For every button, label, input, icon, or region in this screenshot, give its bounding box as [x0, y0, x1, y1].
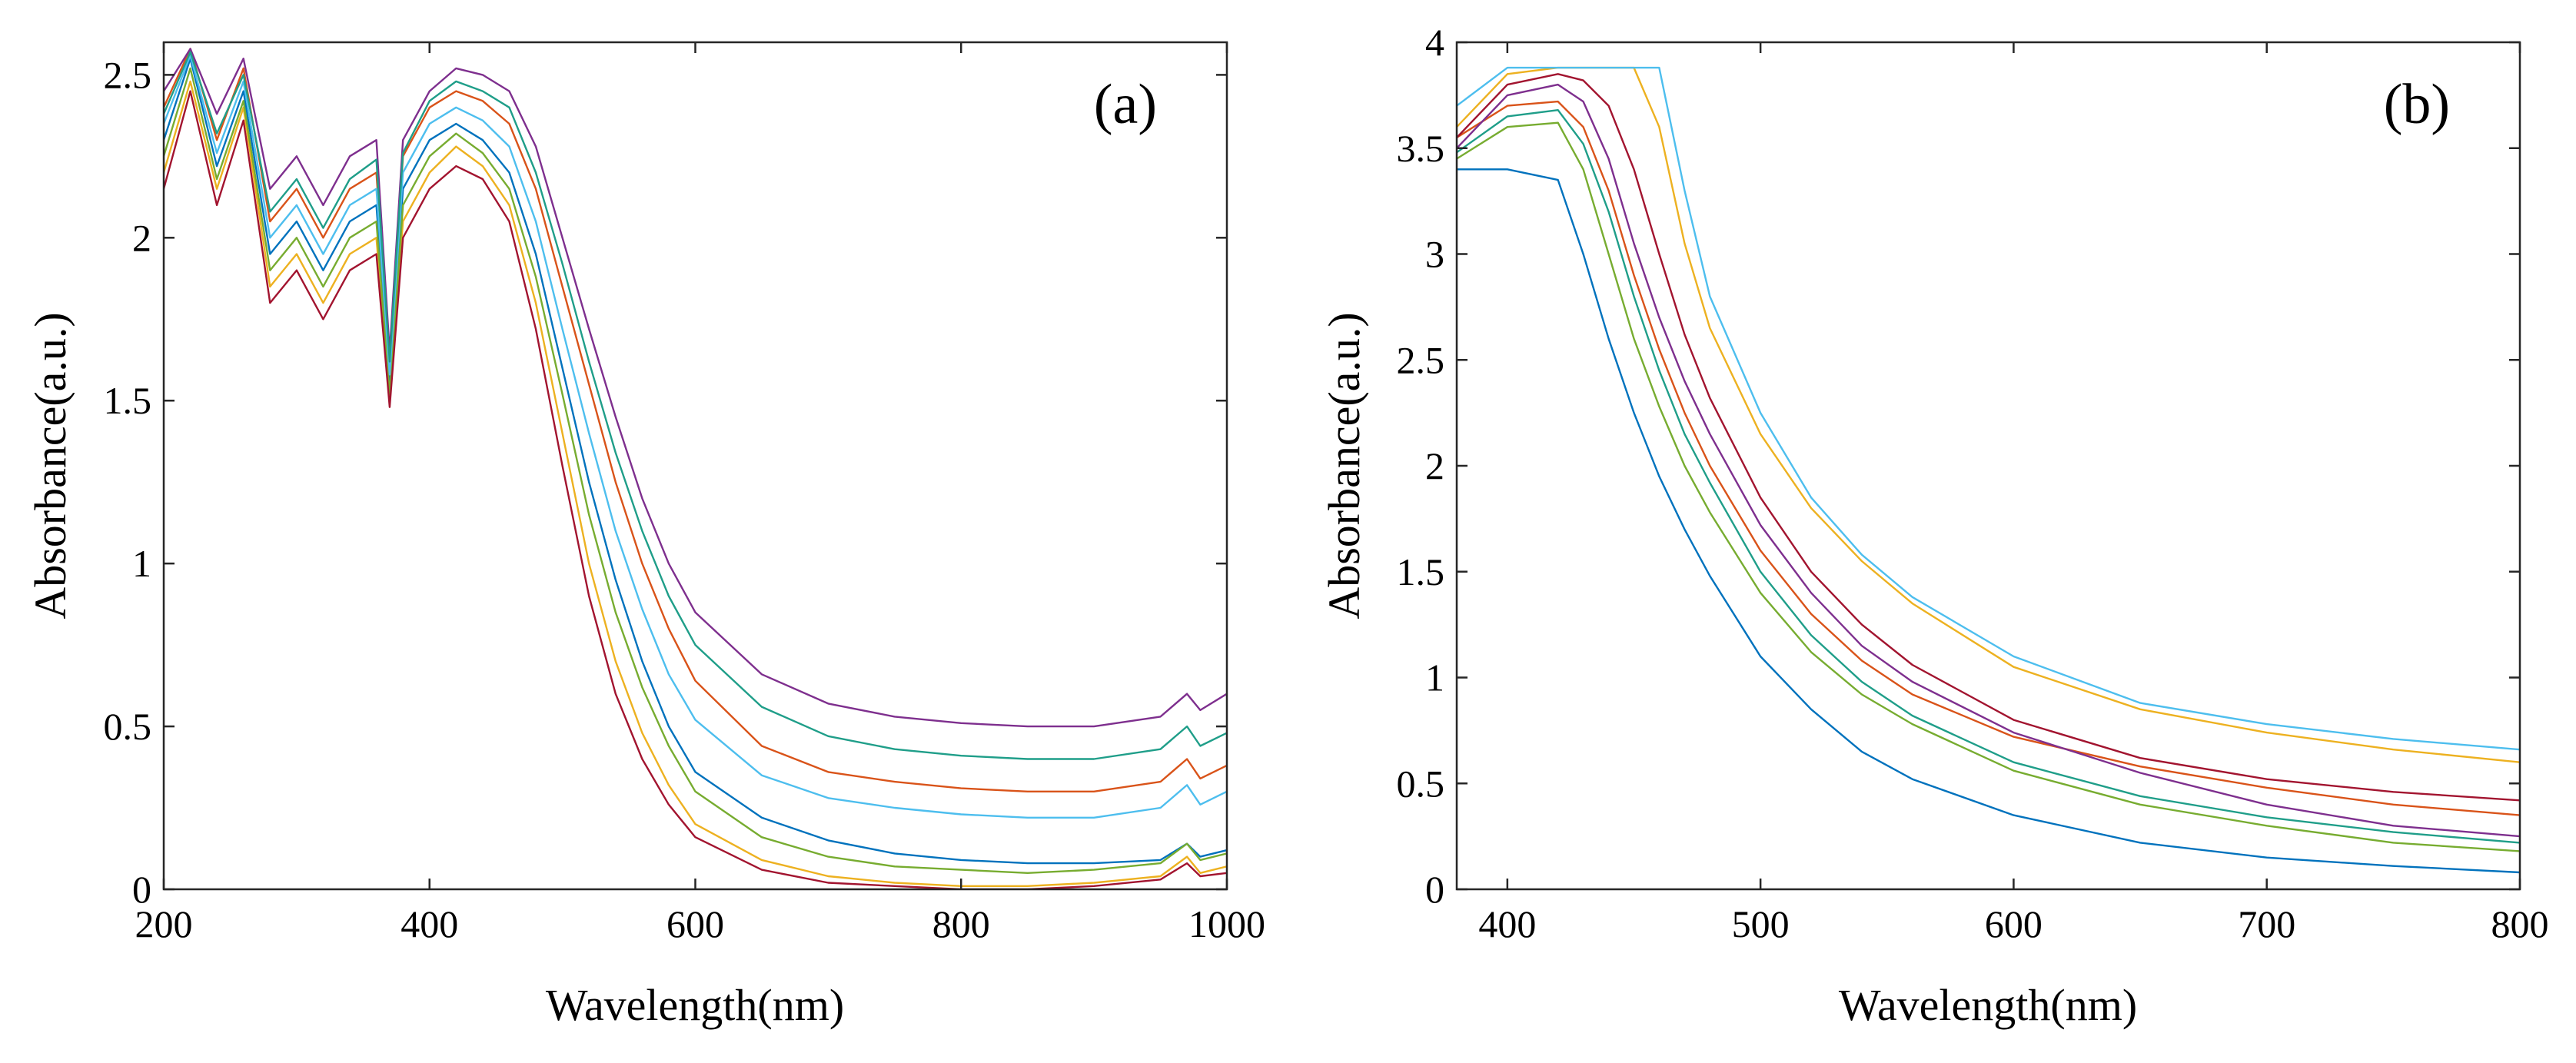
series-line-a-6 [164, 54, 1227, 819]
y-tick-label-b: 3.5 [1397, 127, 1445, 170]
y-tick-label-a: 0.5 [104, 705, 152, 748]
panel-a: 200 400 600 800 1000 0 0.5 1 1.5 2 2.5 (a) Wavelen… [25, 41, 1265, 1030]
y-axis-title-b: Absorbance(a.u.) [1319, 312, 1369, 619]
plot-area-b [1457, 66, 2520, 874]
y-tick-label-a: 2 [132, 216, 151, 259]
y-tick-label-a: 1.5 [104, 379, 152, 422]
series-line-a-4 [164, 48, 1227, 728]
x-tick-label-a: 400 [401, 902, 458, 945]
series-line-b-5 [1457, 121, 2520, 852]
x-tick-label-a: 1000 [1188, 902, 1265, 945]
y-tick-label-b: 2.5 [1397, 338, 1445, 381]
x-tick-label-b: 600 [1985, 902, 2043, 945]
x-tick-label-a: 200 [135, 902, 193, 945]
y-tick-label-b: 0.5 [1397, 762, 1445, 805]
series-line-a-5 [164, 67, 1227, 875]
series-line-a-7 [164, 90, 1227, 889]
series-line-b-6 [1457, 66, 2520, 751]
panel-label-a: (a) [1094, 73, 1157, 136]
tick-group-a: 200 400 600 800 1000 0 0.5 1 1.5 2 2.5 [104, 42, 1265, 945]
x-tick-label-b: 700 [2238, 902, 2295, 945]
y-tick-label-a: 2.5 [104, 53, 152, 96]
x-axis-title-a: Wavelength(nm) [546, 980, 844, 1030]
y-tick-label-b: 2 [1425, 444, 1444, 487]
series-line-b-2 [1457, 100, 2520, 816]
panel-b: 400 500 600 700 800 0 0.5 1 1.5 2 2.5 3 3.5 4 (b) Wav… [1319, 21, 2549, 1030]
series-line-b-3 [1457, 66, 2520, 763]
plot-area-a [164, 48, 1227, 889]
series-line-a-3 [164, 80, 1227, 888]
x-axis-title-b: Wavelength(nm) [1839, 980, 2137, 1030]
x-tick-label-b: 400 [1478, 902, 1536, 945]
x-tick-label-b: 500 [1732, 902, 1790, 945]
x-tick-label-a: 800 [932, 902, 990, 945]
x-tick-label-a: 600 [666, 902, 724, 945]
tick-group-b: 400 500 600 700 800 0 0.5 1 1.5 2 2.5 3 3.5 4 [1397, 21, 2549, 945]
axes-frame-b [1455, 41, 2521, 891]
y-tick-label-b: 0 [1425, 868, 1444, 911]
axes-frame-a [162, 41, 1228, 891]
series-line-b-8 [1457, 108, 2520, 844]
y-tick-label-b: 1.5 [1397, 550, 1445, 593]
x-tick-label-b: 800 [2491, 902, 2549, 945]
series-line-a-8 [164, 51, 1227, 760]
series-line-a-1 [164, 57, 1227, 865]
y-tick-label-a: 0 [132, 868, 151, 911]
y-tick-label-a: 1 [132, 542, 151, 585]
y-tick-label-b: 4 [1425, 21, 1444, 64]
y-axis-title-a: Absorbance(a.u.) [25, 312, 75, 619]
series-line-b-1 [1457, 168, 2520, 874]
y-tick-label-b: 3 [1425, 233, 1444, 276]
series-line-b-4 [1457, 83, 2520, 838]
y-tick-label-b: 1 [1425, 656, 1444, 699]
series-line-b-7 [1457, 73, 2520, 802]
series-line-a-2 [164, 48, 1227, 793]
panel-label-b: (b) [2384, 73, 2450, 136]
